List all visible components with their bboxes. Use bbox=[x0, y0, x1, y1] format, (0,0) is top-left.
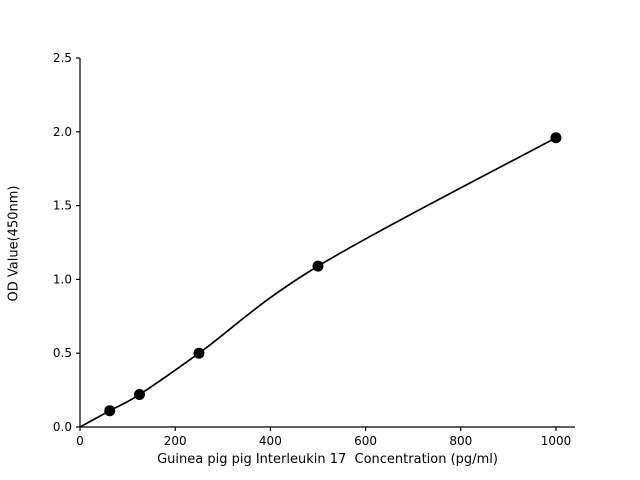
y-tick-label: 1.0 bbox=[53, 272, 72, 286]
y-tick-label: 1.5 bbox=[53, 199, 72, 213]
y-tick-label: 0.0 bbox=[53, 420, 72, 434]
y-axis-label: OD Value(450nm) bbox=[6, 185, 22, 302]
x-tick-label: 600 bbox=[354, 434, 377, 448]
data-point bbox=[133, 389, 145, 401]
x-tick-label: 0 bbox=[76, 434, 84, 448]
y-tick-label: 2.5 bbox=[53, 51, 72, 65]
x-tick-label: 800 bbox=[449, 434, 472, 448]
data-point bbox=[104, 405, 116, 417]
data-point bbox=[312, 260, 324, 272]
fit-curve bbox=[79, 136, 557, 428]
y-tick-label: 2.0 bbox=[53, 125, 72, 139]
x-axis-label: Guinea pig pig Interleukin 17 Concentrat… bbox=[157, 452, 498, 467]
x-tick-label: 200 bbox=[164, 434, 187, 448]
y-tick-label: 0.5 bbox=[53, 346, 72, 360]
x-tick-label: 1000 bbox=[541, 434, 572, 448]
data-point bbox=[193, 347, 205, 359]
x-tick-label: 400 bbox=[259, 434, 282, 448]
data-point bbox=[550, 132, 562, 144]
